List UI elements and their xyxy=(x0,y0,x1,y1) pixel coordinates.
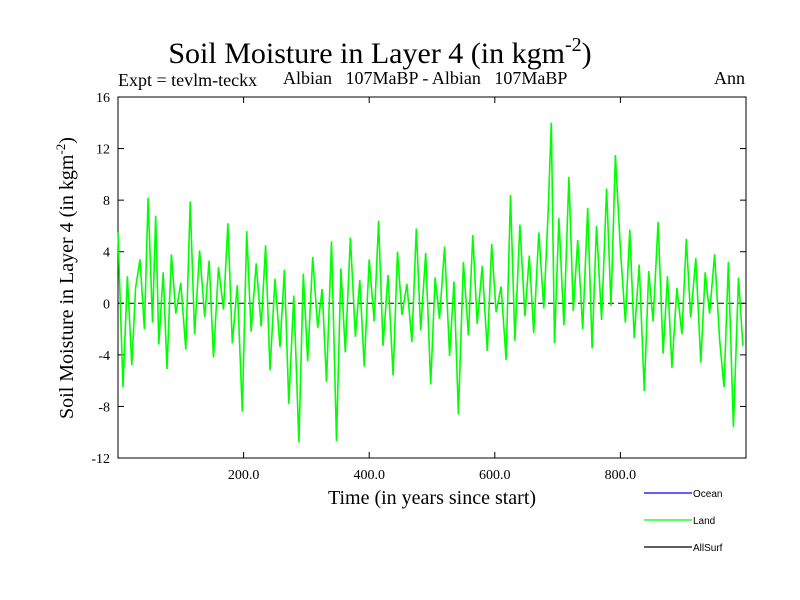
legend-label-allsurf: AllSurf xyxy=(693,543,723,554)
y-tick-label: 16 xyxy=(96,91,110,106)
legend: Ocean Land AllSurf xyxy=(644,489,723,554)
y-axis-ticks: -12 -8 -4 0 4 8 12 16 xyxy=(91,91,746,467)
y-axis-label-close: ) xyxy=(56,137,78,144)
y-axis-label-main: Soil Moisture in Layer 4 (in kgm xyxy=(56,154,78,419)
x-axis-ticks: 200.0 400.0 600.0 800.0 xyxy=(228,97,636,483)
y-axis-label-sup: -2 xyxy=(53,144,68,155)
season-label: Ann xyxy=(714,68,745,88)
legend-label-land: Land xyxy=(693,516,715,527)
x-tick-label: 400.0 xyxy=(353,468,385,483)
x-tick-label: 200.0 xyxy=(228,468,260,483)
chart-title-main: Soil Moisture in Layer 4 (in kgm xyxy=(168,37,565,70)
y-axis-label: Soil Moisture in Layer 4 (in kgm-2) xyxy=(53,137,78,419)
chart-title: Soil Moisture in Layer 4 (in kgm-2) xyxy=(168,34,591,70)
y-tick-label: 12 xyxy=(96,143,110,158)
y-tick-label: 0 xyxy=(103,297,110,312)
chart-title-sup: -2 xyxy=(565,34,582,56)
x-tick-label: 600.0 xyxy=(479,468,511,483)
y-tick-label: -12 xyxy=(91,452,110,467)
chart-title-close: ) xyxy=(582,37,592,70)
y-tick-label: 4 xyxy=(103,246,110,261)
plot-area xyxy=(117,96,747,459)
y-tick-label: 8 xyxy=(103,194,110,209)
series-line-land xyxy=(117,122,744,443)
expt-label: Expt = tevlm-teckx xyxy=(118,70,257,90)
period-label: Albian 107MaBP - Albian 107MaBP xyxy=(283,68,567,88)
y-tick-label: -8 xyxy=(98,400,110,415)
y-tick-label: -4 xyxy=(98,349,110,364)
x-tick-label: 800.0 xyxy=(605,468,637,483)
x-axis-label: Time (in years since start) xyxy=(328,487,536,509)
legend-label-ocean: Ocean xyxy=(693,489,722,500)
